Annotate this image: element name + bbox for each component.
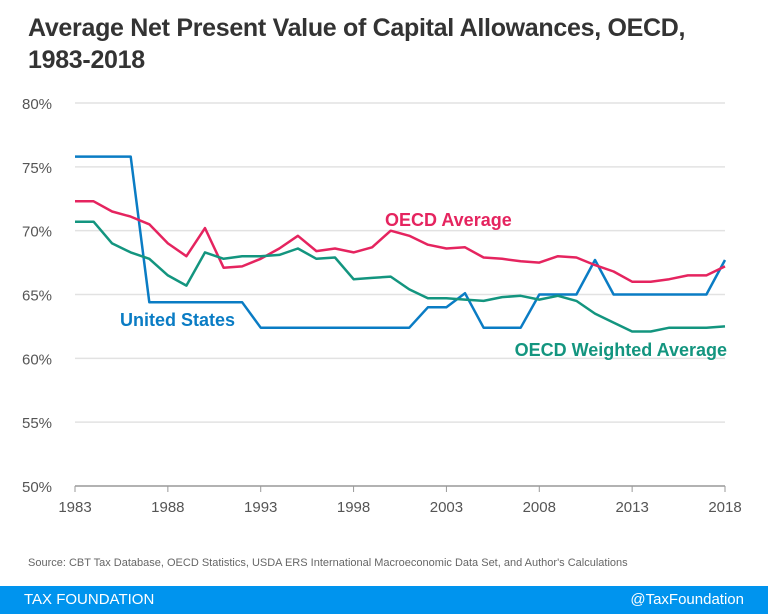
y-tick-label: 65% — [22, 288, 52, 305]
line-chart: 50% 55% 60% 65% 70% 75% 80% 1983 1988 1993 1998 200… — [22, 96, 742, 516]
y-tick-label: 50% — [22, 479, 52, 496]
x-tick-label: 2003 — [430, 499, 463, 516]
series-line-oecd-average — [75, 200, 726, 283]
x-tick-label: 1998 — [337, 499, 370, 516]
series-label-oecd-average: OECD Average — [385, 210, 512, 230]
y-tick-label: 55% — [22, 415, 52, 432]
y-tick-label: 60% — [22, 351, 52, 368]
series-line-oecd-weighted-average — [75, 220, 726, 333]
y-tick-label: 70% — [22, 224, 52, 241]
brand-logo-text: TAX FOUNDATION — [24, 591, 155, 608]
x-tick-label: 2013 — [615, 499, 648, 516]
x-tick-label: 2018 — [708, 499, 741, 516]
series-label-oecd-weighted-average: OECD Weighted Average — [515, 340, 727, 360]
series-line-united-states — [75, 155, 727, 329]
source-note: Source: CBT Tax Database, OECD Statistic… — [28, 557, 628, 569]
y-tick-label: 75% — [22, 160, 52, 177]
y-tick-label: 80% — [22, 96, 52, 113]
x-tick-label: 1983 — [58, 499, 91, 516]
chart-title: Average Net Present Value of Capital All… — [28, 14, 686, 74]
x-tick-label: 1993 — [244, 499, 277, 516]
x-tick-label: 1988 — [151, 499, 184, 516]
social-handle[interactable]: @TaxFoundation — [630, 591, 744, 608]
series-label-united-states: United States — [120, 310, 235, 330]
footer-bar: TAX FOUNDATION @TaxFoundation — [0, 586, 768, 614]
x-tick-label: 2008 — [523, 499, 556, 516]
